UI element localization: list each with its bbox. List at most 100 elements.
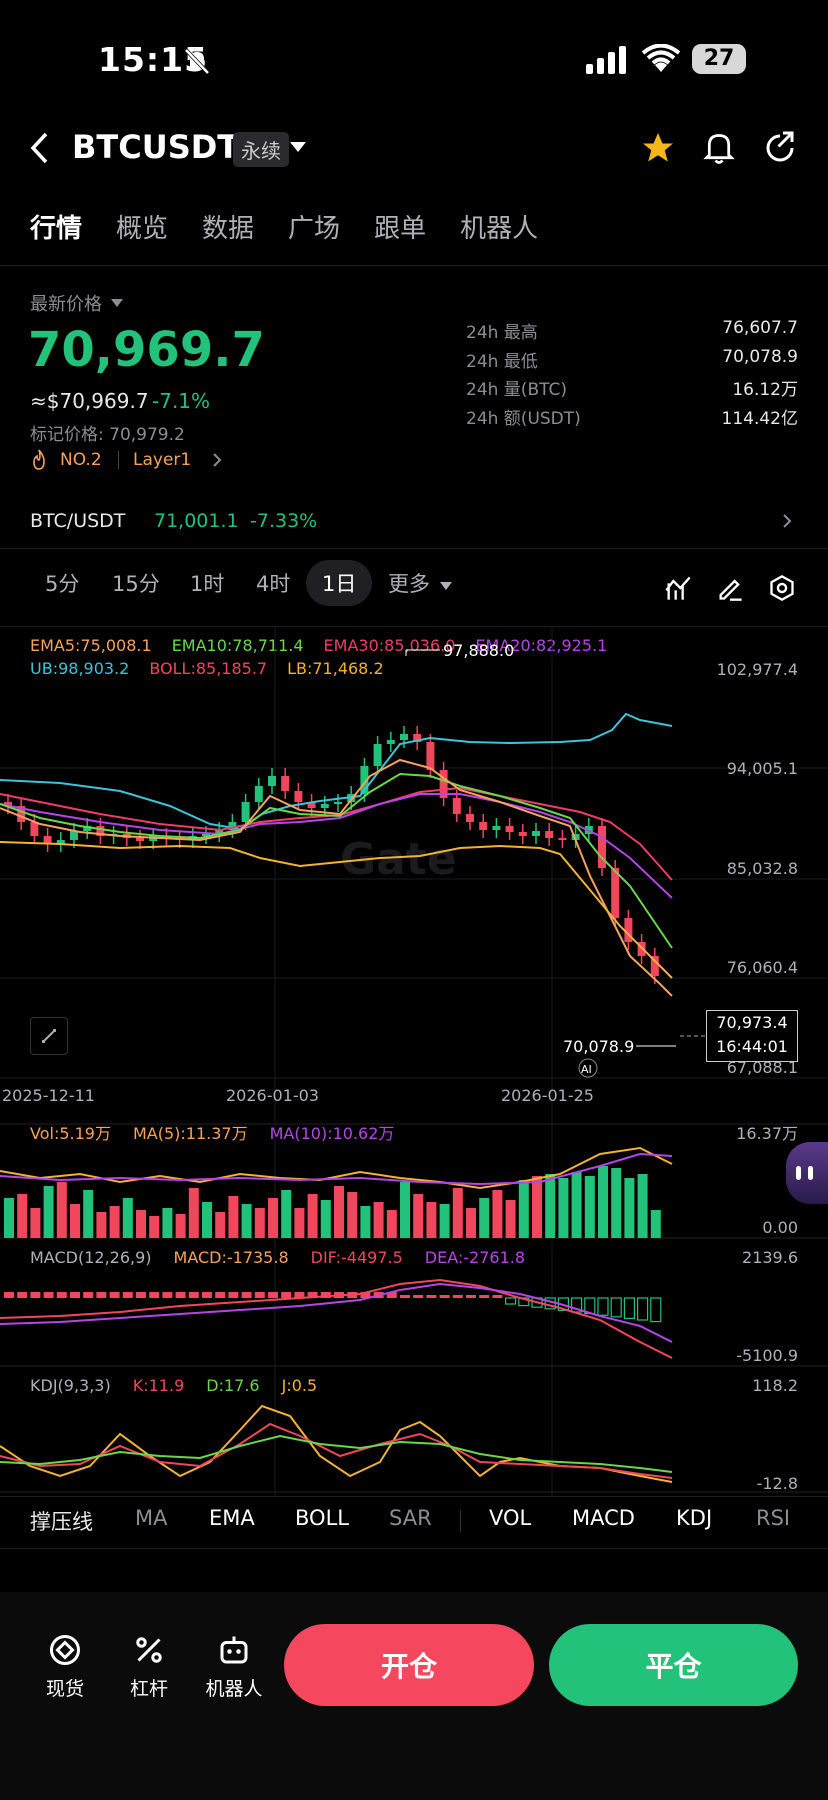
indicator-ma[interactable]: MA bbox=[135, 1506, 168, 1530]
stat-label: 24h 最低 bbox=[466, 351, 538, 372]
indicator-sar[interactable]: SAR bbox=[389, 1506, 432, 1530]
legend-dea: DEA:-2761.8 bbox=[424, 1248, 526, 1267]
macd-bar bbox=[202, 1292, 212, 1298]
bell-icon[interactable] bbox=[702, 130, 736, 166]
open-position-button[interactable]: 开仓 bbox=[284, 1624, 534, 1706]
tab-bots[interactable]: 机器人 bbox=[460, 214, 539, 244]
stat-row: 24h 额(USDT) 114.42亿 bbox=[466, 404, 798, 433]
back-arrow-icon[interactable] bbox=[28, 130, 52, 166]
indicator-macd[interactable]: MACD bbox=[572, 1506, 635, 1530]
volume-bar bbox=[96, 1212, 107, 1238]
stat-label: 24h 最高 bbox=[466, 323, 538, 343]
timeframe-15m[interactable]: 15分 bbox=[112, 572, 160, 596]
macd-bar bbox=[43, 1292, 54, 1298]
chevron-down-icon[interactable] bbox=[111, 298, 123, 308]
macd-bar bbox=[109, 1292, 120, 1298]
legend-ema20: EMA20:82,925.1 bbox=[475, 636, 608, 655]
volume-bar bbox=[518, 1180, 529, 1238]
star-icon[interactable] bbox=[640, 130, 676, 166]
dea-line bbox=[0, 1282, 673, 1343]
candle bbox=[268, 776, 276, 786]
ema5-line bbox=[0, 758, 673, 997]
indicator-rsi[interactable]: RSI bbox=[756, 1506, 791, 1530]
timeframe-4h[interactable]: 4时 bbox=[256, 572, 291, 596]
indicator-kdj[interactable]: KDJ bbox=[676, 1506, 713, 1530]
stat-row: 24h 量(BTC) 16.12万 bbox=[466, 375, 798, 404]
candle bbox=[558, 838, 567, 840]
macd-bar bbox=[122, 1292, 133, 1298]
main-tabs: 行情 概览 数据 广场 跟单 机器人 bbox=[30, 208, 538, 245]
legend-ema5: EMA5:75,008.1 bbox=[30, 636, 152, 655]
tab-data[interactable]: 数据 bbox=[202, 214, 255, 244]
volume-bar bbox=[56, 1182, 67, 1238]
tab-market[interactable]: 行情 bbox=[30, 214, 83, 244]
indicator-support-resistance[interactable]: 撑压线 bbox=[30, 1510, 93, 1534]
spot-pair-row[interactable]: BTC/USDT 71,001.1 -7.33% bbox=[0, 496, 828, 546]
stat-value: 16.12万 bbox=[732, 380, 798, 400]
volume-bar bbox=[109, 1206, 120, 1238]
macd-bar bbox=[96, 1292, 107, 1298]
indicator-vol[interactable]: VOL bbox=[489, 1506, 532, 1530]
macd-bar bbox=[610, 1297, 622, 1318]
candle bbox=[320, 804, 329, 808]
x-axis-date: 2026-01-03 bbox=[226, 1086, 319, 1105]
tab-overview[interactable]: 概览 bbox=[116, 214, 169, 244]
volume-bar bbox=[320, 1200, 331, 1238]
macd-bar bbox=[268, 1292, 278, 1298]
macd-bar bbox=[294, 1292, 305, 1298]
macd-bar bbox=[56, 1292, 67, 1298]
legend-ema10: EMA10:78,711.4 bbox=[171, 636, 304, 655]
macd-bar bbox=[623, 1297, 636, 1319]
spot-label: 现货 bbox=[45, 1678, 84, 1700]
stat-label: 24h 额(USDT) bbox=[466, 408, 581, 429]
battery-level: 27 bbox=[703, 46, 735, 71]
separator bbox=[460, 1510, 461, 1532]
indicator-icon[interactable] bbox=[664, 574, 692, 602]
settings-icon[interactable] bbox=[768, 574, 796, 602]
fullscreen-button[interactable] bbox=[30, 1017, 68, 1055]
chevron-down-icon[interactable] bbox=[440, 581, 452, 591]
spot-nav-button[interactable]: 现货 bbox=[40, 1632, 90, 1701]
legend-kdj-title: KDJ(9,3,3) bbox=[30, 1376, 111, 1395]
x-axis-date: 2025-12-11 bbox=[2, 1086, 95, 1105]
timeframe-more[interactable]: 更多 bbox=[388, 572, 430, 596]
kdj-legend: KDJ(9,3,3) K:11.9 D:17.6 J:0.5 bbox=[30, 1376, 317, 1395]
timeframe-1d[interactable]: 1日 bbox=[306, 560, 373, 606]
chevron-right-icon[interactable] bbox=[212, 452, 222, 468]
candle bbox=[532, 831, 540, 836]
macd-bar bbox=[505, 1297, 517, 1305]
volume-bar bbox=[426, 1202, 437, 1238]
price-change: -7.1% bbox=[152, 389, 211, 413]
sector-tag[interactable]: Layer1 bbox=[133, 450, 192, 470]
timeframe-5m[interactable]: 5分 bbox=[45, 572, 80, 596]
candle bbox=[360, 766, 369, 794]
timeframe-1h[interactable]: 1时 bbox=[190, 572, 225, 596]
tab-copy-trade[interactable]: 跟单 bbox=[374, 214, 427, 244]
volume-bar bbox=[162, 1208, 173, 1238]
indicator-ema[interactable]: EMA bbox=[209, 1506, 255, 1530]
chevron-down-icon[interactable] bbox=[290, 140, 306, 154]
macd-bar bbox=[452, 1295, 463, 1298]
ai-icon[interactable] bbox=[578, 1058, 598, 1078]
bot-nav-button[interactable]: 机器人 bbox=[204, 1632, 264, 1701]
macd-bar bbox=[83, 1292, 94, 1298]
symbol-title[interactable]: BTCUSDT bbox=[72, 128, 240, 166]
stat-value: 76,607.7 bbox=[722, 318, 798, 338]
candle bbox=[439, 770, 448, 798]
candle bbox=[400, 734, 408, 740]
leverage-nav-button[interactable]: 杠杆 bbox=[124, 1632, 174, 1701]
last-price-label[interactable]: 最新价格 bbox=[30, 294, 102, 315]
candle bbox=[413, 734, 422, 742]
stat-label: 24h 量(BTC) bbox=[466, 380, 567, 400]
close-position-button[interactable]: 平仓 bbox=[549, 1624, 798, 1706]
tab-square[interactable]: 广场 bbox=[288, 214, 341, 244]
macd-bar bbox=[400, 1295, 410, 1298]
volume-bar bbox=[611, 1168, 622, 1238]
legend-macd-title: MACD(12,26,9) bbox=[30, 1248, 152, 1267]
rank-badge[interactable]: NO.2 bbox=[60, 450, 102, 470]
draw-pen-icon[interactable] bbox=[716, 574, 744, 602]
kline-chart[interactable]: Gate 97,888.0 70,078.9 AI bbox=[0, 626, 828, 1496]
indicator-boll[interactable]: BOLL bbox=[295, 1506, 349, 1530]
share-icon[interactable] bbox=[762, 130, 798, 166]
assistant-bubble[interactable] bbox=[786, 1142, 828, 1204]
